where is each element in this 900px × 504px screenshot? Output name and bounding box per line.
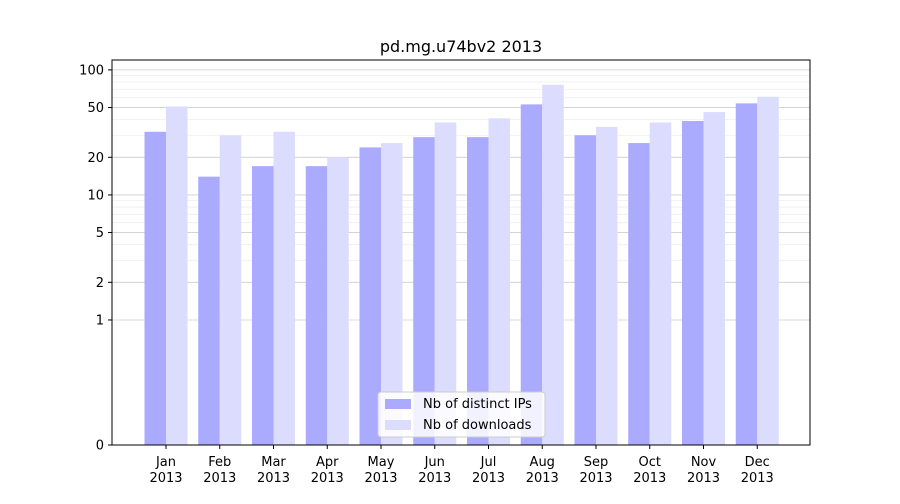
x-tick-label: Mar (261, 455, 286, 470)
bar-ips (520, 104, 543, 445)
bar-ips (144, 131, 166, 445)
legend-label: Nb of distinct IPs (423, 397, 532, 412)
bar-ips (574, 135, 596, 445)
bar-downloads (542, 84, 564, 445)
x-tick-label: Nov (691, 455, 717, 470)
bars-layer (144, 84, 779, 446)
x-tick-label: May (368, 455, 395, 470)
legend-swatch (385, 399, 411, 409)
bar-ips (305, 166, 328, 445)
bar-ips (467, 137, 489, 445)
bar-ips (682, 121, 704, 446)
x-tick-label: 2013 (526, 471, 559, 486)
x-tick-label: 2013 (418, 471, 451, 486)
y-tick-label: 100 (79, 63, 104, 78)
bar-ips (359, 147, 381, 446)
y-tick-label: 10 (87, 188, 104, 203)
x-tick-label: 2013 (364, 471, 397, 486)
plot-frame (111, 59, 811, 446)
x-tick-label: 2013 (472, 471, 505, 486)
y-axis: 0 1 2 5 10 20 50 100 (79, 63, 112, 454)
bar-downloads (649, 122, 672, 445)
x-tick-label: Sep (584, 455, 609, 470)
y-tick-label: 0 (96, 439, 104, 454)
y-tick-label: 5 (96, 226, 104, 241)
x-tick-label: Aug (530, 455, 555, 470)
x-tick-label: 2013 (257, 471, 290, 486)
legend-swatch (385, 420, 411, 430)
y-tick-label: 20 (87, 151, 104, 166)
legend-label: Nb of downloads (423, 418, 532, 433)
x-tick-label: 2013 (579, 471, 612, 486)
legend: Nb of distinct IPs Nb of downloads (377, 391, 546, 438)
y-tick-label: 2 (96, 276, 104, 291)
x-tick-label: Oct (639, 455, 661, 470)
x-tick-label: 2013 (687, 471, 720, 486)
x-tick-label: Jan (155, 455, 176, 470)
bar-downloads (757, 96, 779, 445)
x-tick-label: Feb (208, 455, 231, 470)
x-tick-label: 2013 (311, 471, 344, 486)
bar-downloads (166, 106, 188, 445)
bar-downloads (327, 157, 349, 445)
bar-downloads (596, 126, 618, 446)
x-tick-label: 2013 (149, 471, 182, 486)
x-tick-label: 2013 (203, 471, 236, 486)
bar-ips (198, 176, 220, 445)
x-tick-label: Jun (424, 455, 445, 470)
x-axis: Jan2013Feb2013Mar2013Apr2013May2013Jun20… (149, 445, 774, 486)
x-tick-label: Apr (316, 455, 339, 470)
bar-ips (735, 103, 758, 446)
bar-downloads (488, 118, 510, 445)
chart-title: pd.mg.u74bv2 2013 (380, 37, 542, 56)
bar-downloads (273, 131, 295, 445)
bar-downloads (703, 112, 725, 445)
x-tick-label: Jul (480, 455, 497, 470)
bar-downloads (219, 135, 242, 445)
x-tick-label: 2013 (633, 471, 666, 486)
bar-downloads (381, 143, 403, 445)
legend-box (377, 391, 546, 438)
x-tick-label: 2013 (741, 471, 774, 486)
bar-ips (413, 137, 435, 445)
bar-ips (252, 166, 274, 445)
y-tick-label: 1 (96, 313, 104, 328)
x-tick-label: Dec (745, 455, 770, 470)
bar-ips (628, 143, 650, 445)
bar-downloads (434, 122, 457, 445)
y-tick-label: 50 (87, 101, 104, 116)
